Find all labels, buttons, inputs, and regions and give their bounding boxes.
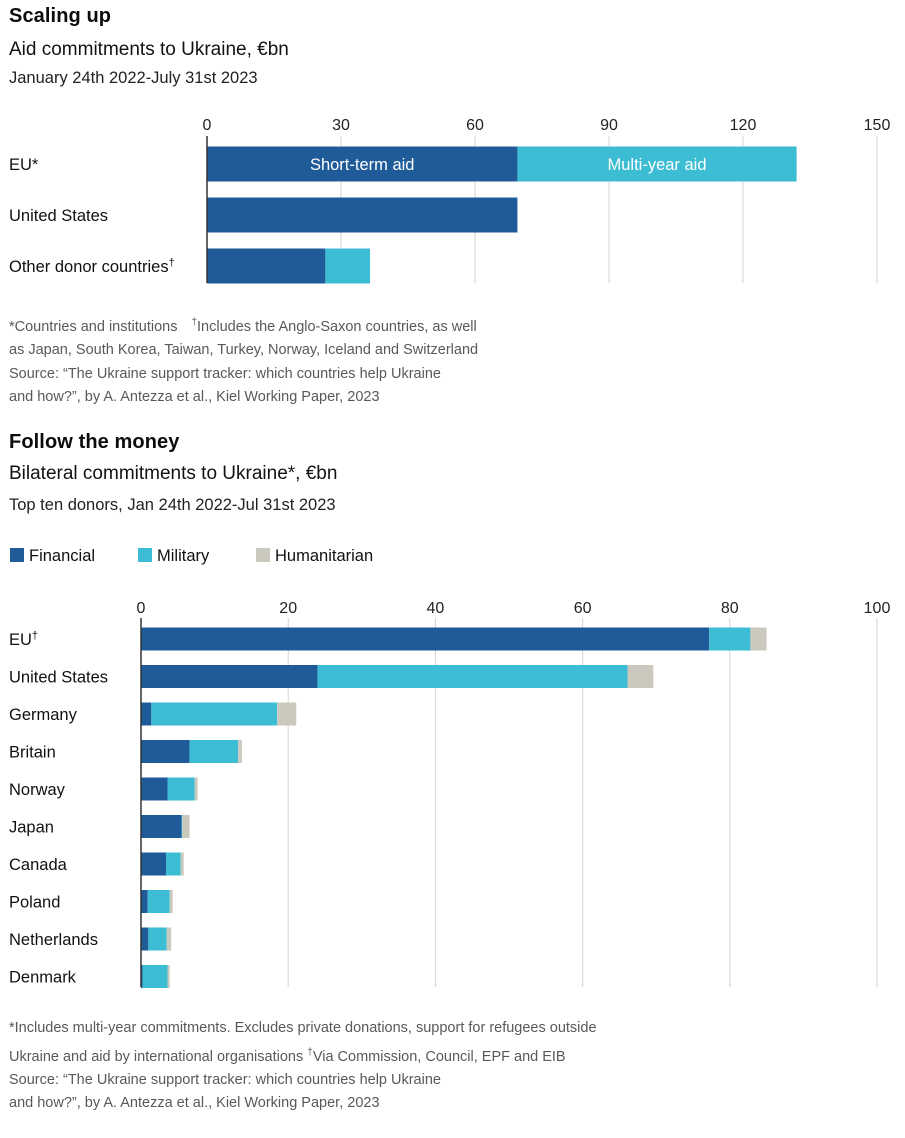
bar-denmark-military (142, 965, 168, 988)
bar-united-states-humanitarian (627, 665, 654, 688)
bar-britain-humanitarian (238, 740, 242, 763)
bar-germany-military (151, 702, 278, 726)
bar-denmark-humanitarian (167, 965, 170, 988)
chart2-plot: 0 20 40 60 80 100 EU† United States Germany Brita… (9, 600, 891, 988)
bar-label-multi-year-aid: Multi-year aid (607, 156, 706, 174)
chart1-source-line-2: and how?”, by A. Antezza et al., Kiel Wo… (9, 389, 380, 406)
bar-united-states-short-term-aid (207, 197, 518, 233)
x-tick-label-120: 120 (730, 117, 757, 134)
chart1-source-line-1: Source: “The Ukraine support tracker: wh… (9, 365, 441, 382)
bar-germany-humanitarian (277, 702, 297, 726)
chart2-footnote-dagger: † (307, 1046, 313, 1058)
bar-eu-short-term-aid (207, 146, 518, 182)
bar-canada-military (166, 852, 181, 876)
category-label-poland: Poland (9, 894, 60, 912)
bar-canada-financial (141, 852, 167, 876)
bar-other-donor-countries-short-term-aid (207, 248, 326, 284)
x-tick-label-20: 20 (279, 600, 297, 617)
chart2-footnote: *Includes multi-year commitments. Exclud… (9, 1017, 597, 1116)
category-label-netherlands: Netherlands (9, 931, 98, 949)
legend-swatch-military (138, 548, 152, 562)
x-tick-label-40: 40 (427, 600, 445, 617)
bar-britain-financial (141, 740, 190, 763)
bar-netherlands-military (148, 927, 167, 951)
chart2-footnote-line-1: *Includes multi-year commitments. Exclud… (9, 1020, 597, 1036)
x-tick-label-150: 150 (864, 117, 891, 134)
legend-swatch-financial (10, 548, 24, 562)
x-tick-label-90: 90 (600, 117, 618, 134)
category-label-germany: Germany (9, 706, 78, 724)
chart2-title: Follow the money (9, 431, 180, 453)
legend-item-military: Military (138, 547, 209, 566)
x-tick-label-100: 100 (864, 600, 891, 617)
bar-poland-humanitarian (169, 890, 173, 913)
bar-eu-military (709, 627, 751, 651)
bar-poland-military (147, 890, 170, 913)
bar-eu-financial (141, 627, 710, 651)
x-tick-label-60: 60 (466, 117, 484, 134)
chart2-footnote-line-2: Ukraine and aid by international organis… (9, 1046, 566, 1065)
category-label-japan: Japan (9, 819, 54, 837)
chart2-source-line-2: and how?”, by A. Antezza et al., Kiel Wo… (9, 1095, 380, 1112)
category-label-eu: EU† (9, 630, 38, 649)
category-label-canada: Canada (9, 856, 68, 874)
chart2-subtitle: Bilateral commitments to Ukraine*, €bn (9, 463, 338, 484)
bar-united-states-military (317, 665, 628, 688)
x-tick-label-80: 80 (721, 600, 739, 617)
bar-norway-military (167, 777, 195, 801)
chart1-footnote-dagger: † (191, 317, 198, 328)
chart2-source-line-1: Source: “The Ukraine support tracker: wh… (9, 1071, 441, 1088)
chart1-footnote-line-2: as Japan, South Korea, Taiwan, Turkey, N… (9, 342, 479, 359)
chart1-date-range: January 24th 2022-July 31st 2023 (9, 69, 258, 87)
bar-netherlands-financial (141, 927, 149, 951)
bar-germany-financial (141, 702, 152, 726)
bar-eu-multi-year-aid (517, 146, 797, 182)
category-label-united-states: United States (9, 207, 108, 225)
category-label-eu: EU* (9, 156, 39, 174)
category-label-denmark: Denmark (9, 969, 77, 987)
chart1-subtitle: Aid commitments to Ukraine, €bn (9, 39, 289, 60)
x-tick-label-0: 0 (203, 117, 212, 134)
legend-item-humanitarian: Humanitarian (256, 547, 373, 566)
bar-norway-humanitarian (194, 777, 198, 801)
bar-eu-humanitarian (750, 627, 767, 651)
legend-swatch-humanitarian (256, 548, 270, 562)
category-label-norway: Norway (9, 781, 66, 799)
bar-canada-humanitarian (180, 852, 184, 876)
x-tick-label-60: 60 (574, 600, 592, 617)
bar-japan-financial (141, 815, 182, 838)
bar-norway-financial (141, 777, 168, 801)
bar-britain-military (189, 740, 239, 763)
bar-japan-humanitarian (182, 815, 190, 838)
chart2-date-range: Top ten donors, Jan 24th 2022-Jul 31st 2… (9, 496, 336, 514)
chart1-footnote-line-1: *Countries and institutions †Includes the… (9, 317, 477, 335)
chart1-footnote: *Countries and institutions †Includes the… (9, 311, 478, 410)
bar-poland-financial (141, 890, 148, 913)
bar-netherlands-humanitarian (166, 927, 172, 951)
chart1-plot: 0 30 60 90 120 150 EU* United States Other donor… (9, 117, 891, 284)
category-label-united-states: United States (9, 669, 108, 687)
x-tick-label-0: 0 (137, 600, 146, 617)
legend-item-financial: Financial (10, 547, 95, 566)
bar-japan-military (181, 815, 183, 838)
x-tick-label-30: 30 (332, 117, 350, 134)
category-label-britain: Britain (9, 744, 56, 762)
bar-united-states-financial (141, 665, 318, 688)
bar-label-short-term-aid: Short-term aid (310, 156, 415, 174)
chart1-title: Scaling up (9, 5, 112, 27)
bar-other-donor-countries-multi-year-aid (325, 248, 371, 284)
category-label-other-donor-countries: Other donor countries† (9, 257, 175, 276)
